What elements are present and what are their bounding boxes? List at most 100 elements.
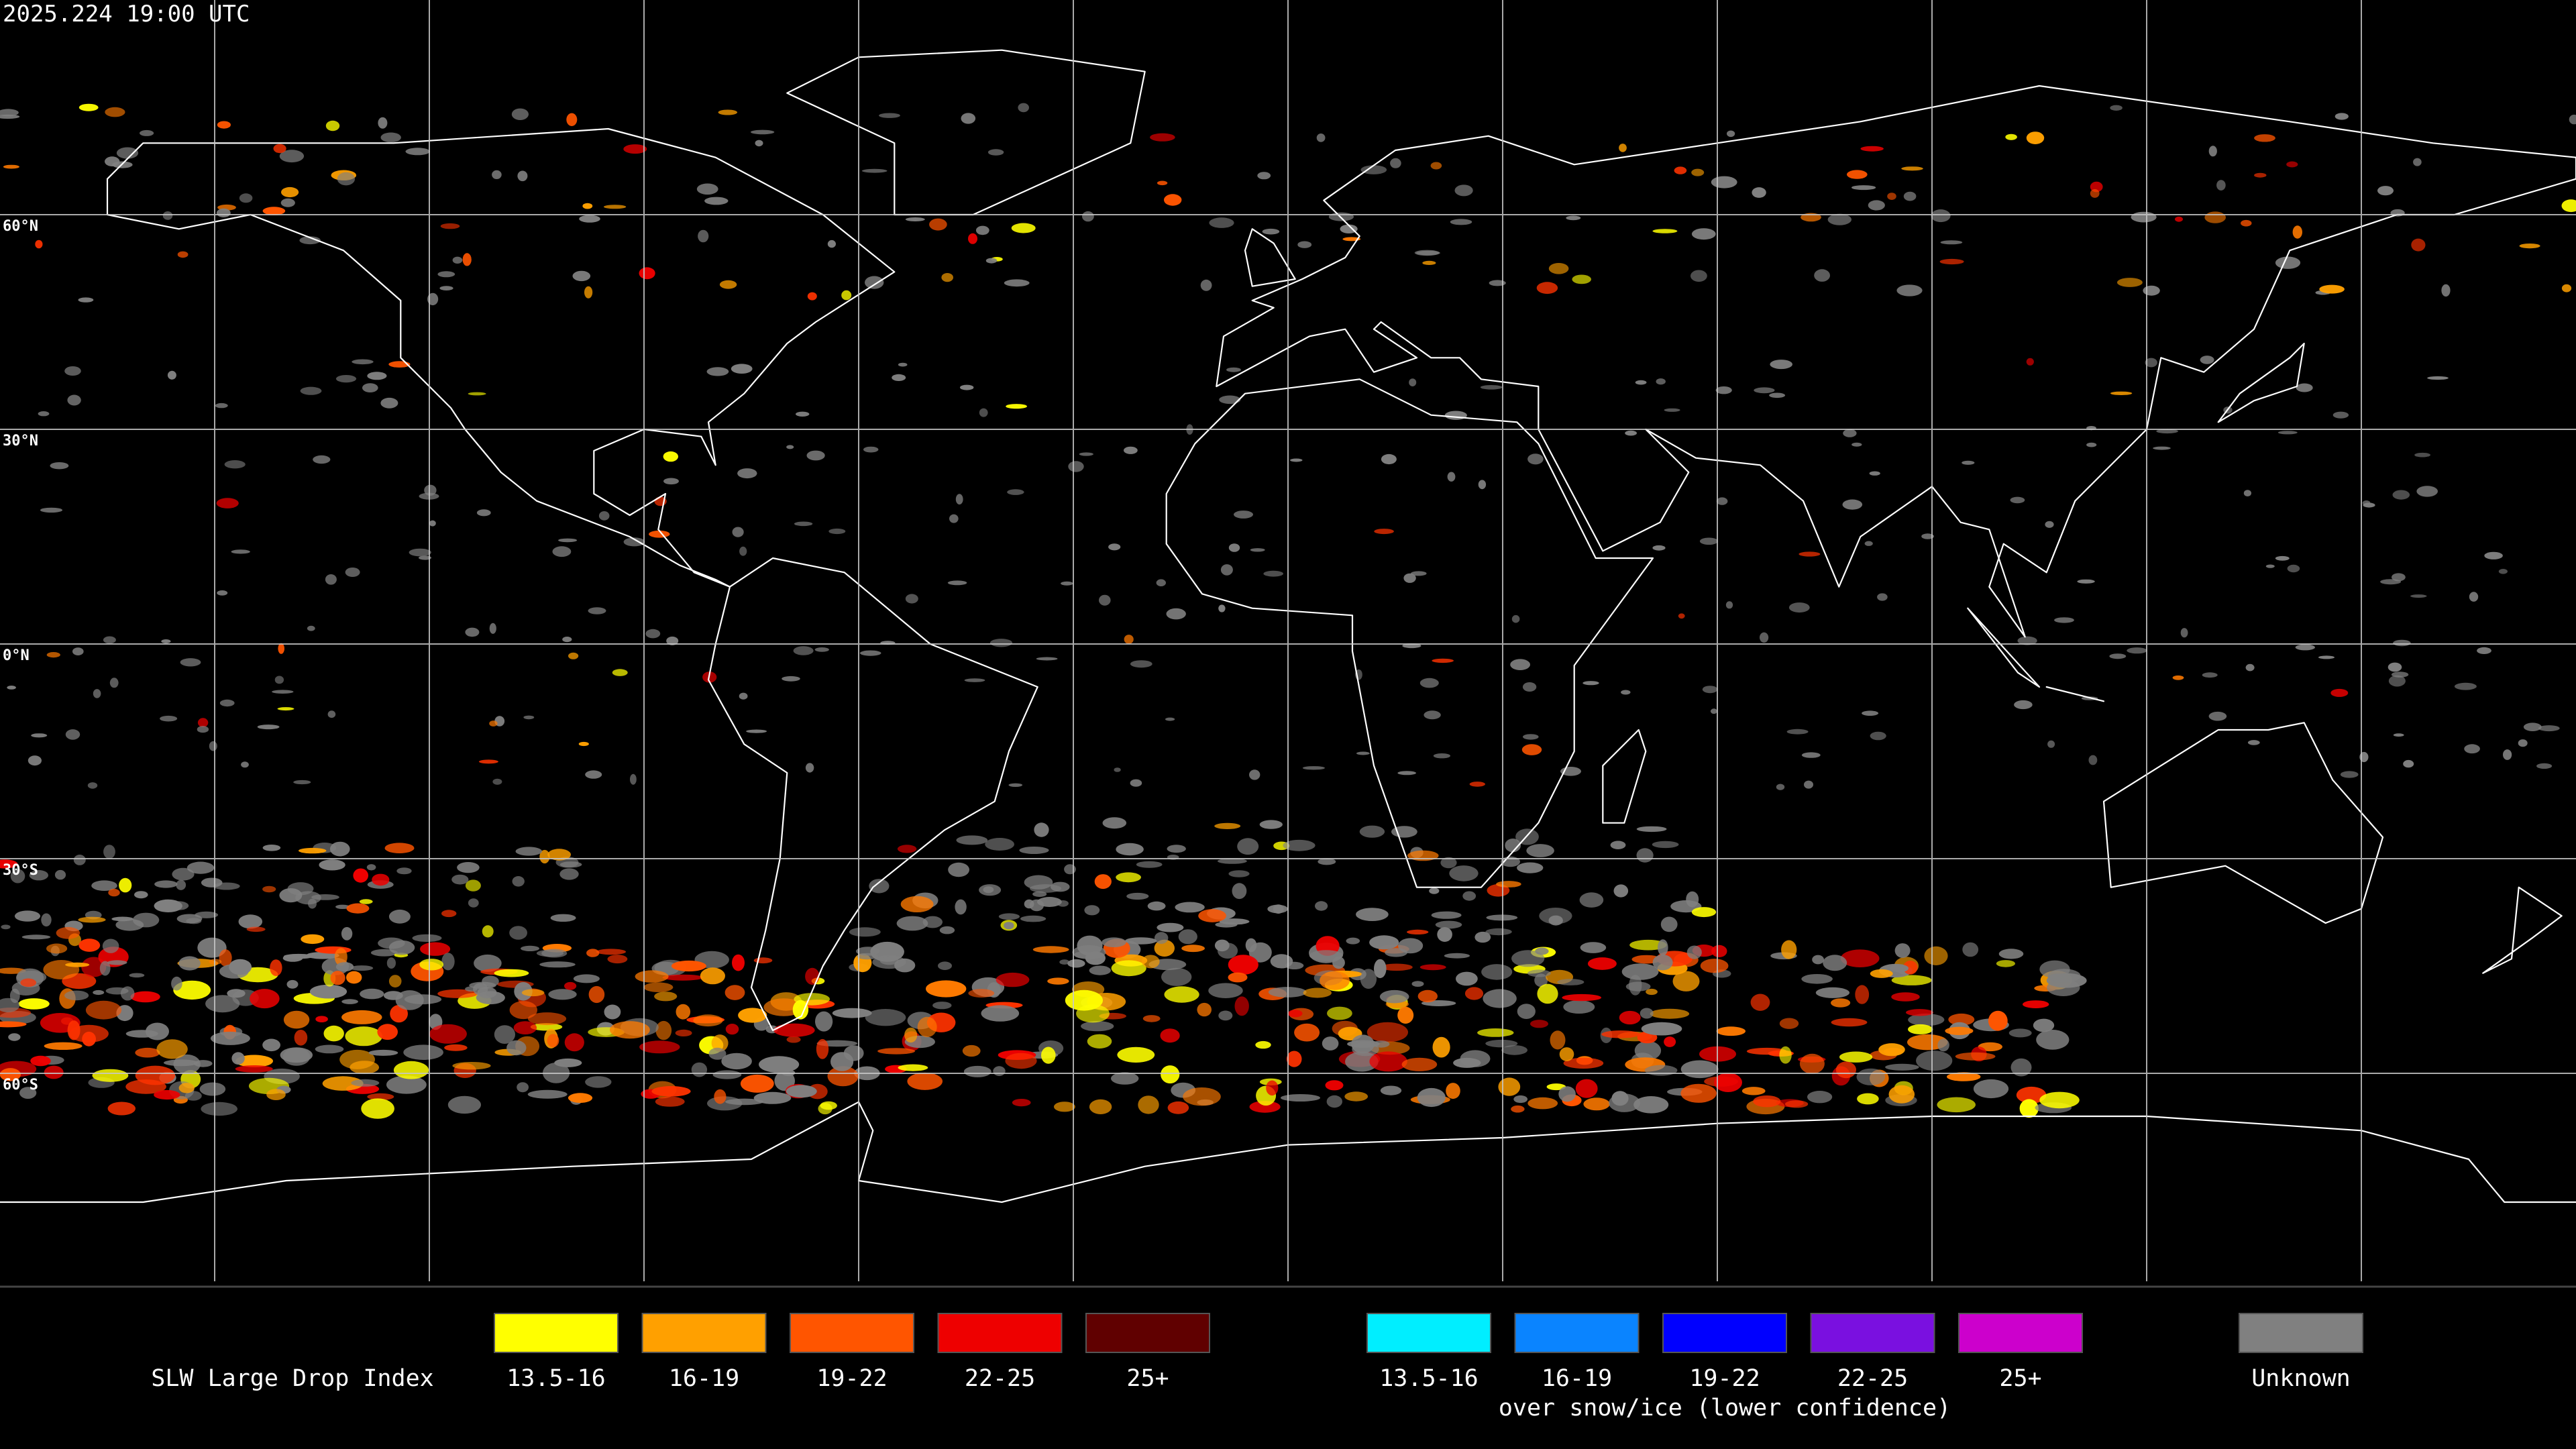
cloud-patch: [330, 971, 345, 985]
cloud-patch: [330, 841, 350, 857]
graticule: [0, 0, 2576, 1281]
cloud-patch: [2045, 521, 2054, 528]
cloud-patch: [956, 835, 988, 845]
cloud-patch: [1664, 1036, 1676, 1047]
cloud-patch: [1054, 1102, 1075, 1112]
cloud-patch: [939, 926, 955, 934]
cloud-patch: [1116, 843, 1144, 856]
cloud-patch: [360, 988, 384, 1000]
cloud-patch: [603, 205, 627, 209]
cloud-patch: [1940, 240, 1963, 245]
cloud-patch: [1166, 608, 1186, 620]
cloud-patch: [362, 383, 378, 392]
cloud-patch: [197, 937, 227, 958]
cloud-patch: [786, 1085, 817, 1098]
cloud-patch: [315, 1044, 344, 1054]
cloud-patch: [186, 918, 202, 924]
cloud-patch: [1842, 499, 1863, 510]
cloud-patch: [827, 239, 836, 248]
cloud-patch: [1711, 945, 1727, 957]
cloud-patch: [1891, 992, 1920, 1002]
cloud-patch: [753, 957, 773, 964]
cloud-patch: [879, 113, 900, 118]
cloud-patch: [386, 957, 396, 969]
cloud-patch: [1250, 548, 1265, 552]
legend-swatch: [1810, 1313, 1935, 1353]
cloud-patch: [517, 1082, 529, 1093]
cloud-patch: [1245, 938, 1257, 953]
cloud-patch: [1527, 1097, 1558, 1110]
cloud-patch: [732, 954, 745, 971]
cloud-patch: [476, 991, 505, 1005]
cloud-patch: [262, 207, 286, 215]
cloud-patch: [1513, 1095, 1528, 1104]
cloud-patch: [1511, 950, 1545, 967]
cloud-patch: [277, 707, 294, 711]
cloud-patch: [1437, 927, 1452, 942]
cloud-patch: [2019, 1099, 2039, 1118]
cloud-patch: [1650, 1008, 1690, 1019]
cloud-patch: [361, 1098, 394, 1119]
cloud-patch: [1167, 845, 1186, 853]
cloud-patch: [1175, 902, 1205, 913]
cloud-patch: [1019, 847, 1049, 854]
cloud-patch: [1011, 223, 1036, 233]
cloud-patch: [1557, 979, 1585, 985]
cloud-patch: [2403, 759, 2414, 768]
cloud-patch: [691, 1062, 708, 1077]
cloud-patch: [539, 849, 550, 864]
cloud-patch: [1165, 717, 1175, 721]
cloud-patch: [630, 773, 637, 785]
cloud-patch: [1181, 945, 1205, 953]
cloud-patch: [1419, 964, 1446, 971]
cloud-patch: [857, 953, 879, 960]
cloud-patch: [1784, 1100, 1809, 1108]
cloud-patch: [1117, 1046, 1155, 1063]
cloud-patch: [1004, 922, 1014, 930]
cloud-patch: [979, 884, 1002, 896]
cloud-patch: [985, 258, 998, 264]
cloud-patch: [1259, 820, 1283, 829]
cloud-patch: [219, 699, 235, 707]
cloud-patch: [1433, 753, 1450, 759]
legend-swatch: [2239, 1313, 2363, 1353]
cloud-patch: [666, 636, 679, 645]
cloud-patch: [1700, 959, 1729, 973]
cloud-patch: [1302, 766, 1325, 770]
cloud-patch: [2569, 114, 2576, 125]
cloud-patch: [564, 1033, 584, 1052]
cloud-patch: [2392, 490, 2410, 500]
cloud-patch: [1164, 986, 1199, 1003]
cloud-patch: [494, 1025, 516, 1044]
cloud-patch: [116, 147, 139, 159]
cloud-patch: [828, 528, 846, 535]
cloud-patch: [46, 943, 68, 954]
cloud-patch: [1680, 1060, 1719, 1079]
cloud-patch: [700, 967, 725, 985]
cloud-patch: [429, 1024, 467, 1044]
cloud-patch: [478, 759, 498, 764]
cloud-patch: [65, 729, 80, 740]
cloud-patch: [1937, 1097, 1976, 1113]
cloud-patch: [1111, 1072, 1139, 1085]
cloud-patch: [1328, 212, 1354, 221]
cloud-patch: [1658, 939, 1668, 956]
cloud-patch: [429, 520, 436, 527]
cloud-patch: [1652, 955, 1673, 971]
cloud-patch: [712, 1070, 742, 1079]
coastline: [2482, 886, 2563, 974]
cloud-patch: [1526, 844, 1554, 857]
cloud-patch: [197, 726, 209, 733]
cloud-patch: [1007, 489, 1024, 495]
cloud-patch: [1079, 452, 1093, 456]
cloud-patch: [1124, 635, 1134, 644]
cloud-patch: [1750, 994, 1770, 1011]
cloud-patch: [154, 1089, 180, 1100]
coastline: [1165, 378, 1654, 888]
cloud-patch: [2202, 672, 2218, 678]
cloud-patch: [786, 1036, 801, 1043]
cloud-patch: [960, 384, 974, 390]
cloud-patch: [250, 989, 280, 1009]
cloud-patch: [1535, 947, 1549, 955]
cloud-patch: [64, 366, 81, 376]
